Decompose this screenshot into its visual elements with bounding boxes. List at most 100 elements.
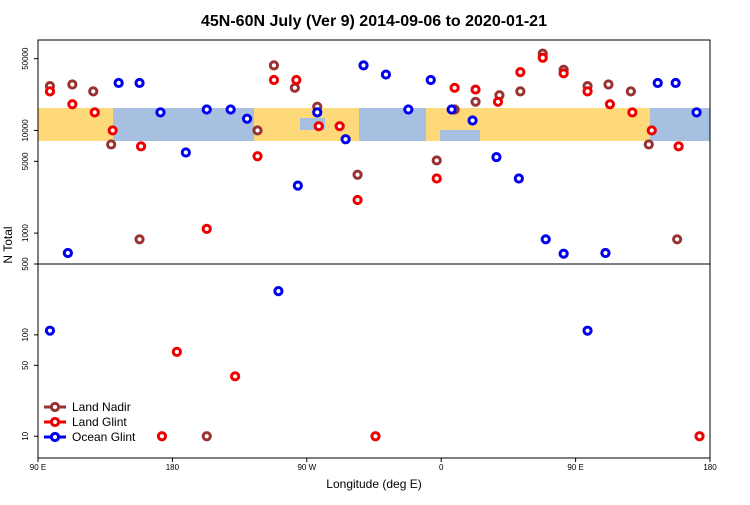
point [44,325,56,336]
point [449,82,460,93]
point [558,248,569,259]
point [515,66,526,78]
point [467,115,478,126]
point [134,234,145,245]
y-tick-label: 5000 [21,152,30,170]
point [62,247,73,259]
point [492,96,504,107]
y-tick-label: 10000 [21,119,30,142]
x-axis-label: Longitude (deg E) [326,477,421,491]
point [540,234,551,245]
y-tick-label: 50 [21,360,30,369]
point [89,107,100,118]
point [625,86,636,97]
point [67,99,78,110]
legend-marker [49,416,61,428]
point [273,286,284,297]
point [425,74,436,86]
x-tick-label: 90 E [567,463,583,472]
x-tick-label: 180 [703,463,717,472]
point [672,234,683,245]
point [643,139,654,150]
x-tick-label: 0 [439,463,444,472]
point [582,86,593,97]
point [627,107,638,118]
y-tick-label: 10 [21,431,30,440]
point [67,79,78,90]
point [604,99,616,110]
point [558,68,569,79]
legend-marker [49,431,61,443]
legend-label: Land Nadir [72,400,131,414]
point [652,77,663,89]
point [670,77,681,89]
y-axis-label: N Total [1,226,15,263]
point [370,431,381,442]
point [431,173,442,184]
y-tick-label: 500 [21,257,30,271]
point [312,107,323,118]
point [352,169,363,180]
point [470,96,481,107]
point [268,74,280,86]
point [44,86,56,97]
point [340,134,351,145]
point [268,60,280,71]
point [225,104,236,115]
point [600,247,611,259]
point [201,104,212,115]
point [403,104,414,115]
point [171,346,182,357]
point [113,77,124,89]
point [603,79,614,90]
point [107,125,118,136]
chart-title: 45N-60N July (Ver 9) 2014-09-06 to 2020-… [201,13,547,30]
point [155,107,166,118]
point [252,125,263,136]
legend-label: Ocean Glint [72,430,136,444]
point [106,139,117,150]
point [694,431,705,442]
point [292,180,303,191]
y-tick-label: 50000 [21,47,30,70]
point [491,151,502,163]
point [201,223,212,234]
plot-frame [37,39,711,459]
point [88,86,99,97]
legend-marker [49,401,61,413]
x-tick-label: 90 W [297,463,316,472]
point [156,431,168,442]
point [313,121,324,132]
point [352,194,363,206]
point [135,141,147,152]
point [334,121,345,132]
point [252,151,263,162]
point [673,141,684,152]
point [201,431,212,442]
point [515,86,526,97]
point [646,125,657,136]
y-tick-label: 100 [21,328,30,342]
point [470,84,481,95]
x-tick-label: 180 [166,463,180,472]
y-tick-label: 1000 [21,224,30,242]
point [691,107,702,118]
point [180,147,191,158]
x-tick-label: 90 E [30,463,46,472]
point [358,60,369,71]
point [134,77,145,89]
map-strip [38,108,710,141]
point [513,173,524,184]
point [582,325,593,336]
point [446,104,457,115]
point [289,82,300,93]
legend-label: Land Glint [72,415,127,429]
point [431,155,442,166]
point [291,74,302,86]
point [537,52,548,63]
point [380,69,392,80]
point [230,371,241,382]
point [241,113,253,124]
